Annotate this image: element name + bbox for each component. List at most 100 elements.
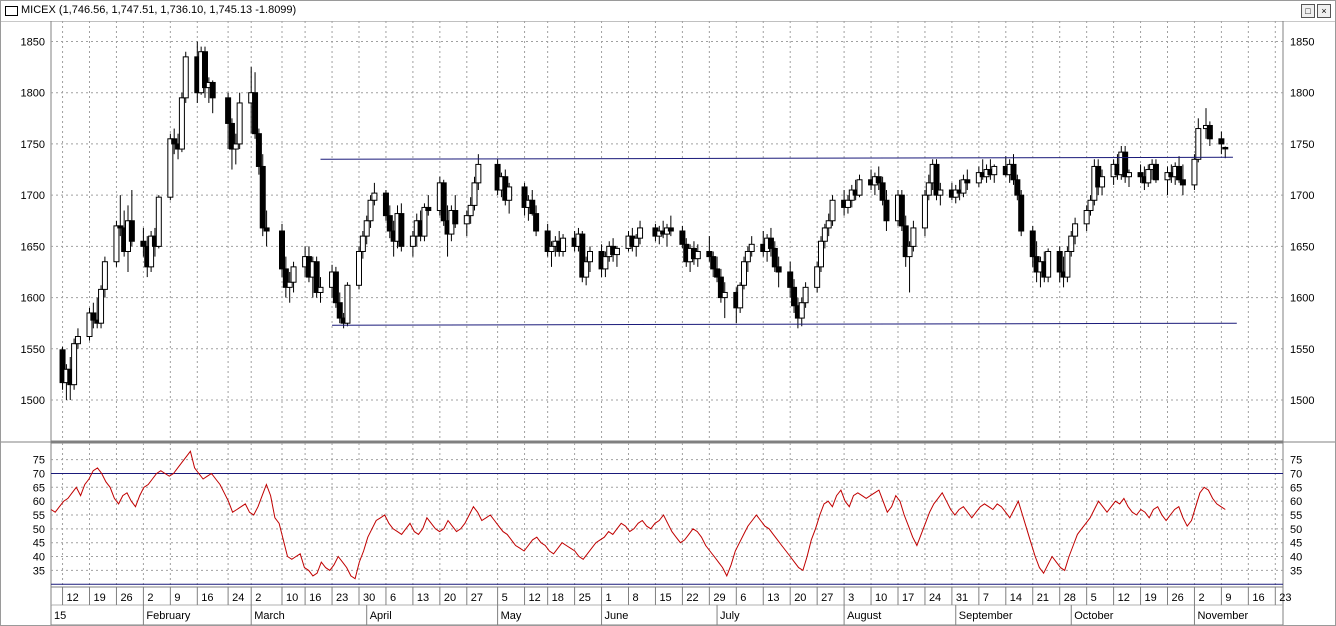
candle (714, 256, 721, 283)
candle (90, 302, 97, 329)
candle-body-down (90, 312, 97, 321)
candle (579, 231, 586, 283)
candle (744, 246, 751, 272)
candle-body-up (1191, 158, 1198, 186)
x-month-label: February (146, 610, 191, 622)
candle-body-up (1064, 250, 1071, 278)
candle (171, 128, 178, 155)
candle (336, 292, 343, 324)
candle (902, 215, 909, 267)
candle-body-up (178, 97, 185, 150)
candle-body-down (1056, 250, 1063, 273)
rsi-tick-left: 65 (33, 482, 45, 494)
candle-body-down (336, 302, 343, 319)
candle (440, 179, 447, 226)
candle (1018, 190, 1025, 237)
candle (583, 256, 590, 286)
candle (313, 256, 320, 298)
price-tick-left: 1800 (21, 88, 45, 100)
close-button[interactable]: × (1317, 4, 1331, 18)
x-month-label: September (959, 610, 1013, 622)
x-month-label: June (605, 610, 629, 622)
candle (787, 261, 794, 298)
candle-body-up (71, 343, 78, 386)
candle (263, 210, 270, 247)
candle-body-down (1176, 165, 1183, 181)
candle (1010, 154, 1017, 185)
candle (1087, 195, 1094, 216)
x-day-label: 21 (1037, 592, 1049, 604)
candle-body-up (155, 196, 162, 247)
candle (1014, 174, 1021, 201)
x-day-label: 2 (147, 592, 153, 604)
price-tick-left: 1500 (21, 395, 45, 407)
candle (167, 133, 174, 201)
price-tick-left: 1600 (21, 293, 45, 305)
candle (290, 261, 297, 293)
candle (933, 159, 940, 201)
candle-body-down (252, 92, 259, 135)
candle-body-down (521, 186, 528, 208)
candle-body-down (529, 199, 536, 215)
candle-body-up (101, 261, 108, 290)
candle (1029, 225, 1036, 267)
candle-body-up (236, 102, 243, 145)
x-day-label: 12 (1118, 592, 1130, 604)
candle (232, 133, 239, 165)
candle-body-down (128, 220, 135, 242)
candle (791, 279, 798, 313)
candle (748, 236, 755, 257)
symbol-name: MICEX (21, 4, 56, 16)
candle-body-up (1126, 172, 1132, 178)
candle-body-up (409, 235, 416, 247)
candle (344, 282, 351, 327)
candle (71, 338, 78, 390)
candle (560, 234, 567, 257)
candle-body-down (255, 133, 262, 167)
price-tick-left: 1850 (21, 36, 45, 48)
candle-body-up (363, 220, 370, 237)
candle-body-up (1099, 176, 1106, 188)
candle-body-down (1010, 163, 1017, 181)
candle-body-down (1206, 124, 1213, 140)
x-month-label: October (1074, 610, 1113, 622)
candle (741, 256, 747, 290)
x-day-label: 29 (713, 592, 725, 604)
candle-body-down (332, 271, 339, 304)
candle (117, 195, 124, 237)
candle (721, 282, 728, 319)
candle-body-down (714, 268, 721, 278)
candle-body-up (1145, 169, 1152, 184)
candle-body-up (317, 286, 324, 293)
candle (613, 246, 620, 267)
candle-body-up (821, 227, 828, 242)
rsi-tick-right: 50 (1290, 524, 1302, 536)
candle-body-up (925, 182, 932, 196)
candle-body-up (113, 225, 120, 263)
candle (1218, 131, 1225, 155)
candle-body-up (637, 227, 644, 239)
candle (798, 297, 805, 327)
x-day-label: 15 (659, 592, 671, 604)
candle-body-up (748, 243, 755, 252)
candle-body-down (1179, 179, 1186, 186)
candle-body-down (452, 210, 459, 225)
candle (694, 244, 701, 267)
rsi-tick-left: 35 (33, 565, 45, 577)
candle (1191, 154, 1198, 191)
restore-button[interactable]: □ (1301, 4, 1315, 18)
x-day-label: 23 (336, 592, 348, 604)
candle (1045, 248, 1052, 283)
rsi-tick-right: 75 (1290, 455, 1302, 467)
x-day-label: 16 (201, 592, 213, 604)
candle-body-down (767, 237, 774, 249)
x-day-label: 13 (767, 592, 779, 604)
x-day-label: 17 (902, 592, 914, 604)
price-tick-right: 1700 (1290, 190, 1314, 202)
candle (1122, 145, 1129, 183)
rsi-tick-left: 75 (33, 455, 45, 467)
candle (533, 205, 540, 237)
candle (506, 182, 513, 214)
candle (386, 205, 393, 239)
